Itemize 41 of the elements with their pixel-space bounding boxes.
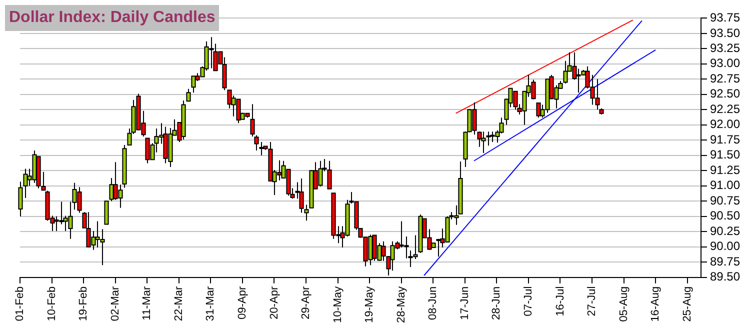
x-tick-label: 08-Jun — [427, 286, 440, 320]
y-tick-label: 92.50 — [710, 86, 740, 101]
x-tick-label: 11-Mar — [141, 286, 154, 320]
x-tick-label: 20-Apr — [268, 286, 280, 320]
y-tick-label: 92.00 — [710, 117, 740, 132]
y-tick-label: 93.75 — [710, 10, 740, 25]
chart-title: Dollar Index: Daily Candles — [5, 5, 220, 31]
x-tick-label: 16-Jul — [554, 286, 566, 316]
y-tick-label: 90.50 — [710, 208, 740, 223]
y-tick-label: 91.75 — [710, 132, 740, 146]
y-tick-label: 90.00 — [710, 239, 740, 254]
x-tick-label: 25-Aug — [681, 286, 694, 322]
y-tick-label: 89.50 — [710, 270, 740, 284]
x-tick-label: 02-Mar — [109, 286, 122, 322]
x-tick-label: 29-Apr — [300, 286, 312, 320]
x-tick-label: 10-Feb — [46, 286, 58, 322]
x-tick-label: 01-Feb — [14, 286, 26, 322]
x-tick-label: 10-May — [332, 286, 344, 324]
y-tick-label: 90.75 — [710, 193, 740, 208]
x-tick-label: 22-Mar — [172, 286, 185, 322]
y-tick-label: 92.25 — [710, 102, 740, 116]
x-tick-label: 16-Aug — [650, 286, 662, 322]
y-tick-label: 93.50 — [710, 26, 740, 40]
y-tick-label: 91.25 — [710, 162, 740, 177]
x-tick-label: 31-Mar — [204, 286, 217, 322]
x-tick-label: 09-Apr — [236, 286, 248, 320]
x-tick-label: 05-Aug — [618, 286, 630, 322]
y-tick-label: 90.25 — [710, 224, 740, 238]
x-tick-label: 19-Feb — [78, 286, 90, 322]
y-tick-label: 91.50 — [710, 148, 740, 162]
x-tick-label: 07-Jul — [522, 286, 534, 316]
x-tick-label: 28-Jun — [490, 286, 503, 320]
x-tick-label: 28-May — [395, 286, 408, 324]
y-tick-label: 91.00 — [710, 178, 740, 192]
y-tick-label: 93.00 — [710, 56, 740, 70]
y-tick-label: 92.75 — [710, 71, 740, 86]
x-tick-label: 19-May — [364, 286, 376, 324]
x-tick-label: 17-Jun — [458, 286, 471, 320]
y-tick-label: 89.75 — [710, 254, 740, 268]
y-tick-label: 93.25 — [710, 40, 740, 55]
x-tick-label: 27-Jul — [586, 286, 598, 316]
